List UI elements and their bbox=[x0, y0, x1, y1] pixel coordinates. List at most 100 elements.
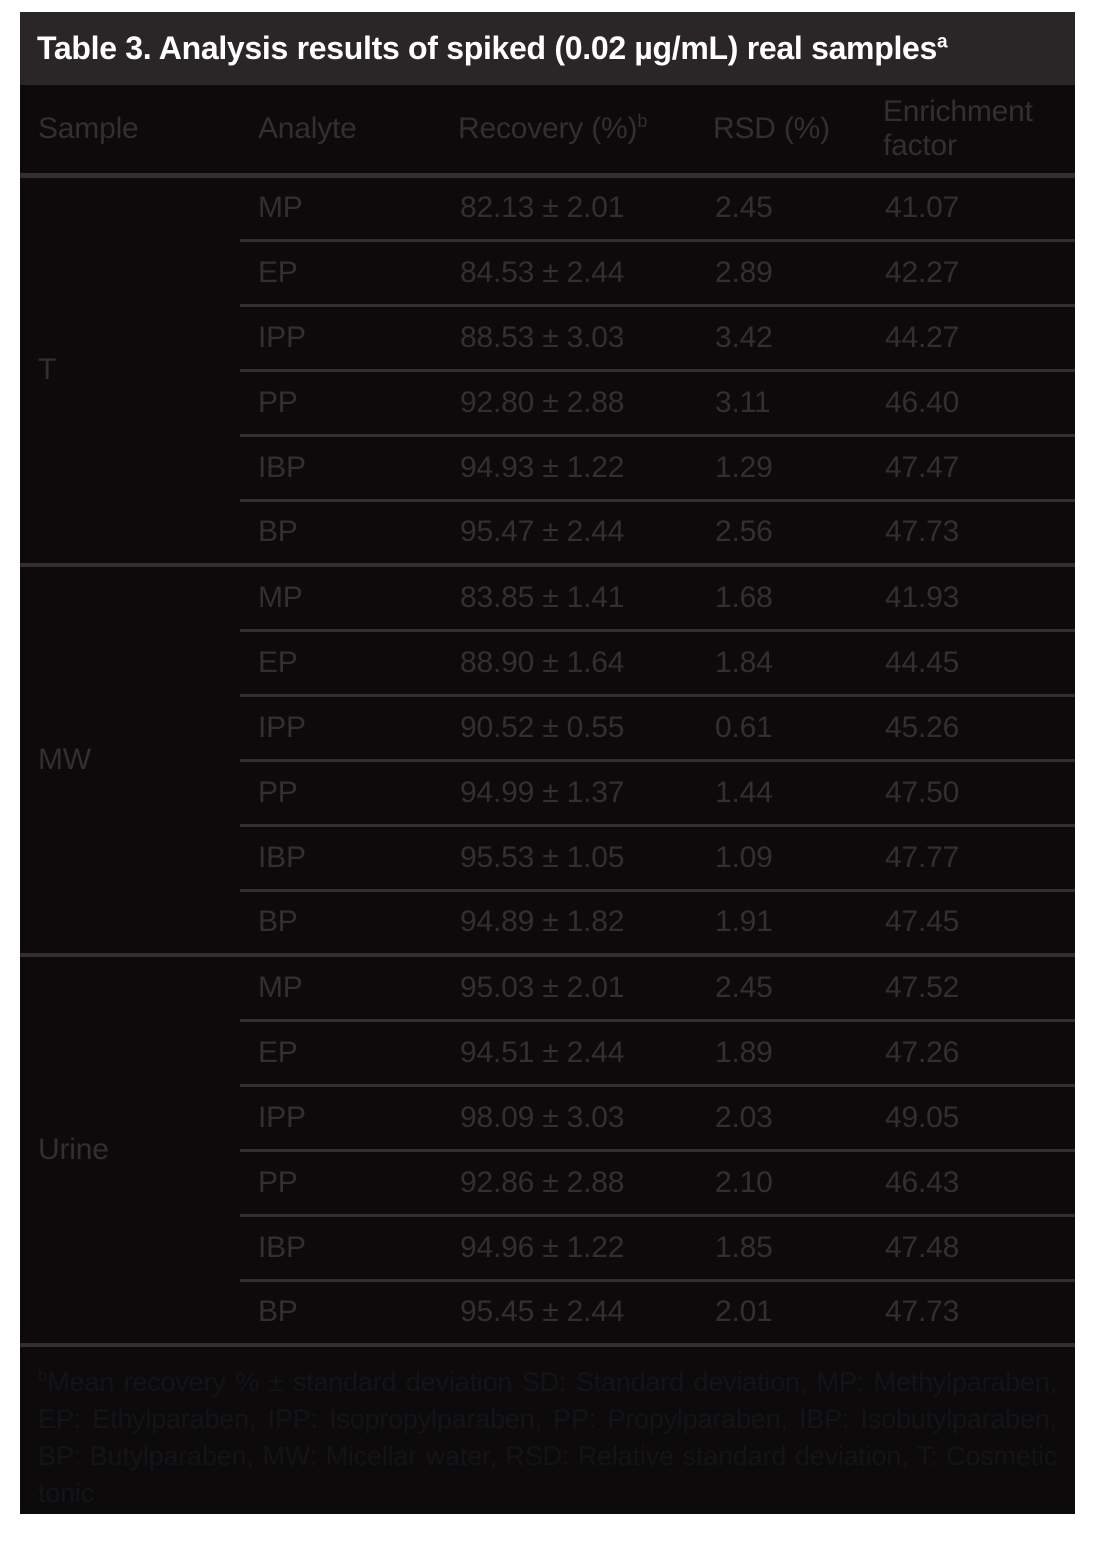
recovery-cell: 95.47 ± 2.44 bbox=[440, 498, 695, 565]
header-row: Sample Analyte Recovery (%)b RSD (%) Enrichm… bbox=[20, 85, 1075, 178]
analyte-cell: PP bbox=[240, 758, 440, 825]
rsd-cell: 2.03 bbox=[695, 1083, 865, 1150]
rsd-cell: 2.45 bbox=[695, 173, 865, 240]
enrichment-factor-cell: 42.27 bbox=[865, 238, 1075, 305]
enrichment-factor-cell: 49.05 bbox=[865, 1083, 1075, 1150]
rsd-cell: 1.29 bbox=[695, 433, 865, 500]
recovery-cell: 94.99 ± 1.37 bbox=[440, 758, 695, 825]
rsd-cell: 1.09 bbox=[695, 823, 865, 890]
column-header-label: Enrichment factor bbox=[883, 94, 1033, 162]
rsd-cell: 3.11 bbox=[695, 368, 865, 435]
enrichment-factor-cell: 44.45 bbox=[865, 628, 1075, 695]
enrichment-factor-cell: 47.26 bbox=[865, 1018, 1075, 1085]
analyte-cell: BP bbox=[240, 888, 440, 955]
analyte-cell: MP bbox=[240, 563, 440, 630]
enrichment-factor-cell: 46.40 bbox=[865, 368, 1075, 435]
rsd-cell: 1.68 bbox=[695, 563, 865, 630]
recovery-cell: 92.86 ± 2.88 bbox=[440, 1148, 695, 1215]
rsd-cell: 1.89 bbox=[695, 1018, 865, 1085]
rsd-cell: 1.85 bbox=[695, 1213, 865, 1280]
table-body: T MP 82.13 ± 2.01 2.45 41.07 EP 84.53 ± 2.44 2.… bbox=[20, 173, 1075, 1345]
enrichment-factor-cell: 41.93 bbox=[865, 563, 1075, 630]
analyte-cell: MP bbox=[240, 173, 440, 240]
table-row: IPP 88.53 ± 3.03 3.42 44.27 bbox=[20, 303, 1075, 370]
enrichment-factor-cell: 47.73 bbox=[865, 498, 1075, 565]
enrichment-factor-cell: 47.50 bbox=[865, 758, 1075, 825]
recovery-cell: 90.52 ± 0.55 bbox=[440, 693, 695, 760]
analyte-cell: PP bbox=[240, 1148, 440, 1215]
analyte-cell: EP bbox=[240, 1018, 440, 1085]
recovery-cell: 83.85 ± 1.41 bbox=[440, 563, 695, 630]
table-row: PP 92.80 ± 2.88 3.11 46.40 bbox=[20, 368, 1075, 435]
data-table: Sample Analyte Recovery (%)b RSD (%) Enrichm… bbox=[20, 85, 1075, 1347]
table-row: BP 94.89 ± 1.82 1.91 47.45 bbox=[20, 888, 1075, 955]
rsd-cell: 2.56 bbox=[695, 498, 865, 565]
analyte-cell: EP bbox=[240, 238, 440, 305]
enrichment-factor-cell: 45.26 bbox=[865, 693, 1075, 760]
recovery-cell: 98.09 ± 3.03 bbox=[440, 1083, 695, 1150]
column-header-enrichment-factor: Enrichment factor bbox=[865, 85, 1075, 178]
table-row: T MP 82.13 ± 2.01 2.45 41.07 bbox=[20, 173, 1075, 565]
table-row: EP 88.90 ± 1.64 1.84 44.45 bbox=[20, 628, 1075, 695]
table-row: PP 92.86 ± 2.88 2.10 46.43 bbox=[20, 1148, 1075, 1215]
rsd-cell: 2.45 bbox=[695, 953, 865, 1020]
column-header-superscript: b bbox=[637, 110, 648, 131]
enrichment-factor-cell: 46.43 bbox=[865, 1148, 1075, 1215]
analyte-cell: IPP bbox=[240, 693, 440, 760]
column-header-sample: Sample bbox=[20, 85, 240, 178]
table-footnote: bMean recovery % ± standard deviation SD… bbox=[20, 1347, 1075, 1514]
table-title-superscript: a bbox=[937, 31, 948, 53]
table-row: BP 95.45 ± 2.44 2.01 47.73 bbox=[20, 1278, 1075, 1345]
enrichment-factor-cell: 47.47 bbox=[865, 433, 1075, 500]
table-title: Table 3. Analysis results of spiked (0.0… bbox=[20, 12, 1075, 85]
table-row: EP 94.51 ± 2.44 1.89 47.26 bbox=[20, 1018, 1075, 1085]
recovery-cell: 94.93 ± 1.22 bbox=[440, 433, 695, 500]
enrichment-factor-cell: 47.52 bbox=[865, 953, 1075, 1020]
recovery-cell: 82.13 ± 2.01 bbox=[440, 173, 695, 240]
recovery-cell: 88.53 ± 3.03 bbox=[440, 303, 695, 370]
rsd-cell: 2.01 bbox=[695, 1278, 865, 1345]
column-header-analyte: Analyte bbox=[240, 85, 440, 178]
column-header-recovery: Recovery (%)b bbox=[440, 85, 695, 178]
rsd-cell: 3.42 bbox=[695, 303, 865, 370]
analyte-cell: PP bbox=[240, 368, 440, 435]
analyte-cell: MP bbox=[240, 953, 440, 1020]
table-row: IPP 98.09 ± 3.03 2.03 49.05 bbox=[20, 1083, 1075, 1150]
table-row: BP 95.47 ± 2.44 2.56 47.73 bbox=[20, 498, 1075, 565]
recovery-cell: 95.45 ± 2.44 bbox=[440, 1278, 695, 1345]
table-row: IBP 94.93 ± 1.22 1.29 47.47 bbox=[20, 433, 1075, 500]
sample-cell-mw: MW bbox=[20, 563, 240, 955]
enrichment-factor-cell: 47.48 bbox=[865, 1213, 1075, 1280]
recovery-cell: 94.96 ± 1.22 bbox=[440, 1213, 695, 1280]
enrichment-factor-cell: 47.77 bbox=[865, 823, 1075, 890]
analyte-cell: IPP bbox=[240, 303, 440, 370]
enrichment-factor-cell: 44.27 bbox=[865, 303, 1075, 370]
analyte-cell: IPP bbox=[240, 1083, 440, 1150]
footnote-superscript: b bbox=[38, 1366, 48, 1385]
table-header: Sample Analyte Recovery (%)b RSD (%) Enrichm… bbox=[20, 85, 1075, 178]
results-table-card: Table 3. Analysis results of spiked (0.0… bbox=[20, 12, 1075, 1514]
recovery-cell: 92.80 ± 2.88 bbox=[440, 368, 695, 435]
rsd-cell: 1.44 bbox=[695, 758, 865, 825]
analyte-cell: IBP bbox=[240, 823, 440, 890]
analyte-cell: EP bbox=[240, 628, 440, 695]
table-row: PP 94.99 ± 1.37 1.44 47.50 bbox=[20, 758, 1075, 825]
table-row: Urine MP 95.03 ± 2.01 2.45 47.52 bbox=[20, 953, 1075, 1345]
column-header-label: Analyte bbox=[258, 111, 357, 145]
analyte-cell: BP bbox=[240, 498, 440, 565]
analyte-cell: BP bbox=[240, 1278, 440, 1345]
analyte-cell: IBP bbox=[240, 433, 440, 500]
rsd-cell: 1.91 bbox=[695, 888, 865, 955]
column-header-label: RSD (%) bbox=[713, 111, 830, 145]
sample-cell-urine: Urine bbox=[20, 953, 240, 1345]
enrichment-factor-cell: 47.45 bbox=[865, 888, 1075, 955]
enrichment-factor-cell: 47.73 bbox=[865, 1278, 1075, 1345]
recovery-cell: 94.51 ± 2.44 bbox=[440, 1018, 695, 1085]
recovery-cell: 94.89 ± 1.82 bbox=[440, 888, 695, 955]
rsd-cell: 2.10 bbox=[695, 1148, 865, 1215]
recovery-cell: 95.03 ± 2.01 bbox=[440, 953, 695, 1020]
column-header-rsd: RSD (%) bbox=[695, 85, 865, 178]
recovery-cell: 95.53 ± 1.05 bbox=[440, 823, 695, 890]
table-row: EP 84.53 ± 2.44 2.89 42.27 bbox=[20, 238, 1075, 305]
column-header-label: Recovery (%) bbox=[458, 111, 638, 145]
